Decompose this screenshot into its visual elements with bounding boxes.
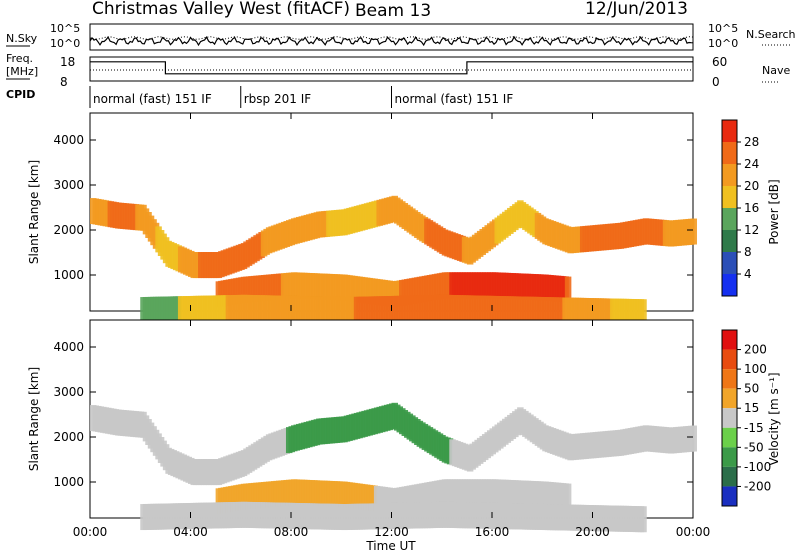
noise-panel-frame <box>89 23 694 51</box>
colorbar-tick-label: 12 <box>744 223 759 237</box>
colorbar-tick-label: 20 <box>744 179 759 193</box>
colorbar-tick-label: 200 <box>744 343 767 357</box>
y-tick-label: 1000 <box>53 475 84 489</box>
scatter-cell <box>564 483 572 510</box>
colorbar-swatch <box>722 252 737 274</box>
nave-tick-bottom: 0 <box>712 75 720 89</box>
colorbar-swatch <box>722 349 737 370</box>
colorbar-swatch <box>722 427 737 448</box>
velocity-colorbar: 200 100 50 15 -15 -50 -100 -200 <box>721 329 771 507</box>
noise-search-trace <box>89 36 694 40</box>
colorbar-swatch <box>722 208 737 230</box>
y-tick-label: 1000 <box>53 268 84 282</box>
cpid-label: CPID <box>6 88 35 101</box>
colorbar-tick-label: -50 <box>744 440 764 454</box>
x-tick-label: 20:00 <box>575 525 610 539</box>
scatter-cell <box>564 276 572 303</box>
colorbar-swatch <box>722 142 737 164</box>
colorbar-swatch <box>722 369 737 389</box>
colorbar-swatch <box>722 164 737 186</box>
nave-label: Nave <box>762 64 790 77</box>
x-tick-label: 08:00 <box>274 525 309 539</box>
colorbar-tick-label: 50 <box>744 382 759 396</box>
colorbar-swatch <box>722 486 737 506</box>
cpid-segment-label: normal (fast) 151 IF <box>395 92 514 106</box>
colorbar-swatch <box>722 274 737 296</box>
colorbar-swatch <box>722 230 737 252</box>
colorbar-tick-label: -15 <box>744 421 764 435</box>
y-tick-label: 3000 <box>53 178 84 192</box>
power-y-axis: 1000 2000 3000 4000 <box>53 133 693 282</box>
velocity-y-axis: 1000 2000 3000 4000 <box>53 340 693 489</box>
scatter-cell <box>640 299 647 326</box>
y-tick-label: 2000 <box>53 430 84 444</box>
colorbar-tick-label: 4 <box>744 267 752 281</box>
cpid-segment-label: normal (fast) 151 IF <box>93 92 212 106</box>
nsky-label: N.Sky <box>6 32 38 45</box>
colorbar-tick-label: -100 <box>744 460 771 474</box>
colorbar-swatch <box>722 466 737 487</box>
freq-label: Freq. <box>6 52 33 65</box>
y-tick-label: 4000 <box>53 133 84 147</box>
power-scatter <box>90 195 697 326</box>
colorbar-swatch <box>722 120 737 142</box>
velocity-scatter <box>90 402 697 533</box>
colorbar-swatch <box>722 447 737 467</box>
nave-tick-top: 60 <box>712 55 727 69</box>
power-colorbar: 4 8 12 16 20 24 28 <box>721 119 759 297</box>
x-axis-label: Time UT <box>365 539 416 553</box>
beam-label: Beam 13 <box>355 1 431 21</box>
colorbar-swatch <box>722 388 737 409</box>
y-tick-label: 4000 <box>53 340 84 354</box>
noise-scale-top: 10^5 <box>50 22 80 35</box>
x-tick-label: 00:00 <box>676 525 711 539</box>
power-ylabel: Slant Range [km] <box>27 160 41 264</box>
time-axis: 00:00 04:00 08:00 12:00 16:00 20:00 00:00 <box>73 113 711 539</box>
colorbar-tick-label: -200 <box>744 479 771 493</box>
noise-sky-trace <box>89 35 694 47</box>
colorbar-swatch <box>722 330 737 350</box>
colorbar-frame <box>721 329 738 507</box>
power-colorbar-label: Power [dB] <box>767 179 781 244</box>
cpid-segment-label: rbsp 201 IF <box>244 92 311 106</box>
cpid-segments: normal (fast) 151 IF rbsp 201 IF normal (f… <box>89 86 514 108</box>
freq-panel-frame <box>89 56 694 82</box>
y-tick-label: 2000 <box>53 223 84 237</box>
noise-scale-bottom-right: 10^0 <box>708 37 738 50</box>
x-tick-label: 00:00 <box>73 525 108 539</box>
colorbar-tick-label: 8 <box>744 245 752 259</box>
date-label: 12/Jun/2013 <box>585 0 688 19</box>
freq-tick-top: 18 <box>60 55 75 69</box>
colorbar-swatch <box>722 186 737 208</box>
colorbar-swatch <box>722 408 737 428</box>
noise-scale-top-right: 10^5 <box>708 22 738 35</box>
colorbar-tick-label: 15 <box>744 401 759 415</box>
velocity-ylabel: Slant Range [km] <box>27 367 41 471</box>
freq-tick-bottom: 8 <box>60 75 68 89</box>
velocity-colorbar-label: Velocity [m s⁻¹] <box>767 372 781 465</box>
colorbar-tick-label: 24 <box>744 157 759 171</box>
station-title: Christmas Valley West (fitACF) <box>92 0 350 19</box>
freq-unit-label: [MHz] <box>6 65 38 78</box>
scatter-cell <box>690 218 697 245</box>
y-tick-label: 3000 <box>53 385 84 399</box>
freq-trace <box>90 61 693 75</box>
noise-scale-bottom: 10^0 <box>50 37 80 50</box>
x-tick-label: 12:00 <box>374 525 409 539</box>
x-tick-label: 16:00 <box>475 525 510 539</box>
colorbar-tick-label: 100 <box>744 362 767 376</box>
nsearch-label: N.Search <box>746 28 796 41</box>
scatter-cell <box>640 506 647 533</box>
scatter-cell <box>690 425 697 452</box>
colorbar-tick-label: 28 <box>744 135 759 149</box>
x-tick-label: 04:00 <box>173 525 208 539</box>
colorbar-tick-label: 16 <box>744 201 759 215</box>
